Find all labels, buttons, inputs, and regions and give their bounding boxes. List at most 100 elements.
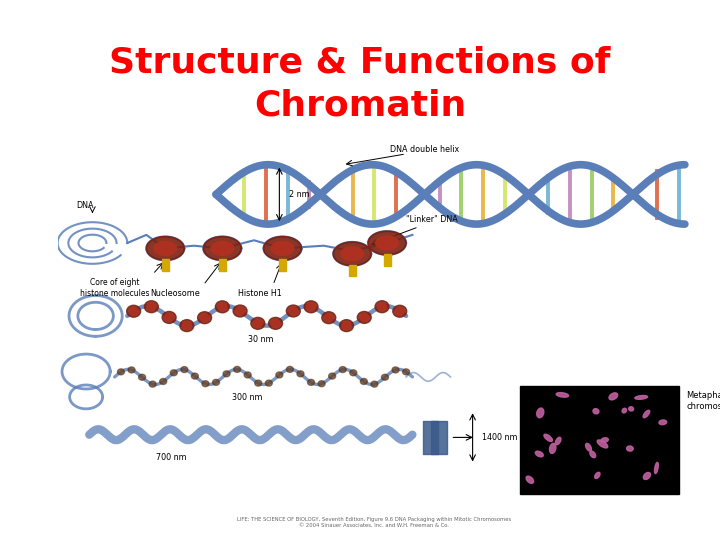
- Polygon shape: [154, 241, 176, 255]
- Circle shape: [318, 381, 325, 387]
- Circle shape: [180, 320, 194, 332]
- Circle shape: [182, 322, 192, 329]
- Ellipse shape: [622, 408, 626, 413]
- Circle shape: [377, 303, 387, 310]
- Text: Chromatin: Chromatin: [254, 89, 466, 122]
- Circle shape: [235, 307, 245, 315]
- Circle shape: [165, 314, 174, 321]
- Text: 30 nm: 30 nm: [248, 335, 273, 344]
- Polygon shape: [368, 231, 406, 255]
- Circle shape: [304, 301, 318, 313]
- Circle shape: [223, 371, 230, 377]
- Circle shape: [393, 305, 407, 317]
- Circle shape: [324, 314, 333, 321]
- Circle shape: [269, 318, 282, 329]
- Ellipse shape: [626, 446, 633, 451]
- Circle shape: [218, 303, 227, 310]
- Text: DNA double helix: DNA double helix: [390, 145, 459, 154]
- Text: 300 nm: 300 nm: [233, 393, 263, 402]
- Text: DNA: DNA: [76, 200, 94, 210]
- Circle shape: [289, 307, 298, 315]
- Ellipse shape: [643, 410, 649, 418]
- Polygon shape: [341, 247, 364, 261]
- Circle shape: [371, 381, 378, 387]
- Circle shape: [271, 320, 280, 327]
- Bar: [162, 259, 168, 271]
- Polygon shape: [264, 237, 302, 260]
- Polygon shape: [271, 241, 294, 255]
- Circle shape: [395, 307, 404, 315]
- Circle shape: [287, 367, 294, 373]
- Circle shape: [322, 312, 336, 323]
- Circle shape: [149, 381, 156, 387]
- Polygon shape: [333, 242, 372, 266]
- Circle shape: [382, 374, 389, 380]
- Ellipse shape: [629, 407, 634, 411]
- Circle shape: [375, 301, 389, 313]
- Circle shape: [307, 303, 315, 310]
- Ellipse shape: [609, 393, 618, 400]
- Bar: [219, 259, 226, 271]
- Circle shape: [253, 320, 262, 327]
- Ellipse shape: [549, 443, 556, 454]
- Circle shape: [127, 305, 140, 317]
- Text: "Linker" DNA: "Linker" DNA: [406, 215, 458, 224]
- Circle shape: [339, 367, 346, 373]
- Circle shape: [212, 380, 220, 386]
- Bar: [348, 265, 356, 276]
- Text: 1400 nm: 1400 nm: [482, 433, 518, 442]
- Text: Nucleosome: Nucleosome: [150, 289, 199, 298]
- Ellipse shape: [659, 420, 667, 424]
- Ellipse shape: [601, 438, 608, 442]
- Circle shape: [117, 369, 125, 375]
- Ellipse shape: [555, 437, 561, 445]
- Circle shape: [255, 380, 262, 386]
- Polygon shape: [203, 237, 241, 260]
- Circle shape: [215, 301, 229, 313]
- Circle shape: [287, 305, 300, 317]
- Text: 700 nm: 700 nm: [156, 453, 187, 462]
- Circle shape: [244, 372, 251, 378]
- Circle shape: [128, 367, 135, 373]
- Circle shape: [360, 314, 369, 321]
- Text: Metaphase
chromosomes: Metaphase chromosomes: [686, 392, 720, 411]
- Bar: [279, 259, 286, 271]
- Circle shape: [340, 320, 354, 332]
- Ellipse shape: [597, 440, 608, 448]
- Circle shape: [402, 369, 410, 375]
- Ellipse shape: [644, 472, 650, 480]
- Circle shape: [138, 374, 145, 380]
- Bar: [520, 386, 678, 494]
- Circle shape: [342, 322, 351, 329]
- Circle shape: [233, 305, 247, 317]
- Circle shape: [160, 379, 167, 384]
- Ellipse shape: [595, 472, 600, 478]
- Ellipse shape: [526, 476, 534, 483]
- Circle shape: [147, 303, 156, 310]
- Polygon shape: [146, 237, 184, 260]
- Circle shape: [170, 370, 177, 376]
- Circle shape: [233, 367, 240, 373]
- Text: Histone H1: Histone H1: [238, 289, 282, 298]
- Circle shape: [297, 371, 304, 377]
- Circle shape: [265, 380, 272, 386]
- Circle shape: [307, 380, 315, 386]
- Circle shape: [202, 381, 209, 387]
- Polygon shape: [211, 241, 234, 255]
- Ellipse shape: [585, 443, 591, 451]
- Circle shape: [360, 379, 367, 384]
- Ellipse shape: [635, 395, 647, 400]
- Ellipse shape: [556, 393, 569, 397]
- Circle shape: [276, 372, 283, 378]
- Text: Structure & Functions of: Structure & Functions of: [109, 45, 611, 79]
- Circle shape: [350, 370, 357, 376]
- Text: Core of eight
histone molecules: Core of eight histone molecules: [80, 278, 149, 298]
- Circle shape: [129, 307, 138, 315]
- Circle shape: [197, 312, 212, 323]
- Ellipse shape: [590, 451, 595, 458]
- Circle shape: [357, 312, 372, 323]
- Ellipse shape: [593, 409, 599, 414]
- Circle shape: [162, 312, 176, 323]
- Ellipse shape: [544, 434, 552, 442]
- Circle shape: [251, 318, 265, 329]
